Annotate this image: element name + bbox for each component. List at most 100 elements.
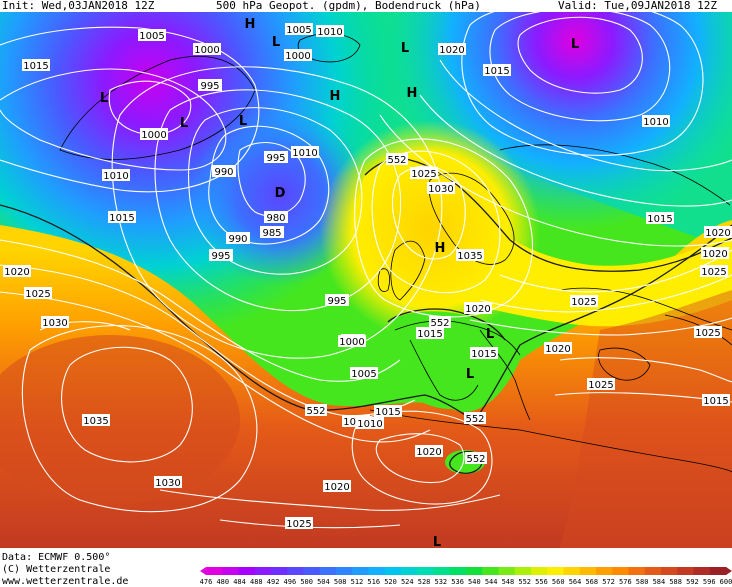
init-time: Init: Wed,03JAN2018 12Z [2,0,155,12]
isobar-label: 995 [200,81,219,92]
copyright: (C) Wetterzentrale [2,564,111,575]
isobar-label: 1030 [155,478,180,489]
color-scale-swatch [238,567,256,575]
color-scale-label: 500 [300,578,313,586]
color-scale-label: 588 [669,578,682,586]
low-center-marker: L [180,116,188,131]
isobar-label: 1025 [286,519,311,530]
color-scale-label: 496 [283,578,297,586]
isobar-label: 1015 [417,329,442,340]
low-center-marker: L [433,535,441,548]
color-scale-swatch [612,567,629,575]
color-scale-label: 492 [266,578,280,586]
color-scale-label: 520 [384,578,397,586]
color-scale-label: 580 [635,578,649,586]
low-center-marker: L [486,327,494,342]
isobar-label: 1015 [703,396,728,407]
chart-header: Init: Wed,03JAN2018 12Z 500 hPa Geopot. … [0,0,732,12]
color-scale-max-arrow [726,567,732,575]
color-scale-label: 560 [551,578,565,586]
geopotential-label: 552 [306,406,325,417]
color-scale-swatch [401,567,418,575]
coastlines [59,33,732,473]
low-center-marker: L [401,41,409,56]
color-scale-swatch [336,567,353,575]
color-scale-label: 512 [350,578,364,586]
color-scale-swatch [352,567,369,575]
isobar-label: 1015 [647,214,672,225]
color-scale-label: 480 [216,578,230,586]
isobar-label: 1015 [23,61,48,72]
color-scale-swatch [563,567,581,575]
isobar-label: 1020 [705,228,730,239]
color-scale-swatch [644,567,662,575]
color-scale-swatch [303,567,321,575]
isobar-label: 985 [262,228,281,239]
color-scale-label: 572 [602,578,615,586]
color-scale-label: 544 [484,578,498,586]
isobar-label: 1025 [25,289,50,300]
color-scale-swatch [368,567,386,575]
isobar-label: 1000 [194,45,219,56]
isobar-label: 1010 [292,148,317,159]
color-scale-swatch [319,567,337,575]
color-scale-label: 532 [434,578,448,586]
high-center-marker: H [407,86,418,101]
color-scale-swatch [222,567,239,575]
chart-title: 500 hPa Geopot. (gpdm), Bodendruck (hPa) [216,0,481,12]
isobar-label: 1000 [141,130,166,141]
color-scale-label: 552 [518,578,532,586]
high-center-marker: H [330,89,341,104]
pressure-centers: H H H H L L L L L D L L L L [100,17,579,548]
color-scale-label: 556 [535,578,548,586]
isobar-label: 1010 [103,171,128,182]
color-scale-label: 524 [400,578,414,586]
isobar-label: 1020 [4,267,29,278]
color-scale-label: 540 [468,578,481,586]
color-scale-swatch [271,567,288,575]
isobar-label: 1030 [428,184,453,195]
color-scale-label: 484 [233,578,246,586]
isobar-label: 1020 [416,447,441,458]
isobar-label: 1015 [484,66,509,77]
isobar-label: 1020 [465,304,490,315]
color-scale-swatch [579,567,597,575]
color-scale-swatch [206,567,223,575]
color-scale-swatch [384,567,402,575]
color-scale-label: 576 [619,578,632,586]
isobar-label: 1010 [357,419,382,430]
color-scale-swatch [596,567,613,575]
isobar-labels: 1005 1000 1005 1010 1015 1020 995 1000 1… [3,23,732,530]
color-scale-swatch [661,567,678,575]
valid-time: Valid: Tue,09JAN2018 12Z [558,0,717,12]
color-scale-swatch [417,567,434,575]
isobar-label: 1020 [702,249,727,260]
color-scale-swatch [482,567,499,575]
geopotential-label: 552 [430,318,449,329]
color-scale-label: 596 [702,578,716,586]
color-scale-swatch [514,567,532,575]
color-scale-bar [200,567,732,575]
color-scale-label: 476 [199,578,213,586]
low-center-marker: D [275,186,286,201]
isobar-label: 1000 [285,51,310,62]
isobar-label: 1035 [83,416,108,427]
low-center-marker: L [272,35,280,50]
chart-footer: Data: ECMWF 0.500° (C) Wetterzentrale ww… [0,548,732,587]
color-scale-swatch [466,567,483,575]
data-source: Data: ECMWF 0.500° [2,552,111,563]
color-scale-label: 600 [719,578,732,586]
isobar-label: 1025 [588,380,613,391]
color-scale-swatch [287,567,304,575]
color-scale-label: 516 [367,578,381,586]
color-scale-min-arrow [200,567,206,575]
color-scale-label: 536 [451,578,464,586]
website: www.wetterzentrale.de [2,576,129,587]
high-center-marker: H [245,17,256,32]
isobar-label: 1015 [471,349,496,360]
isobar-label: 1035 [457,251,482,262]
isobar-label: 1005 [286,25,311,36]
geopotential-label: 552 [466,454,485,465]
color-scale-swatch [677,567,694,575]
low-center-marker: L [571,37,579,52]
